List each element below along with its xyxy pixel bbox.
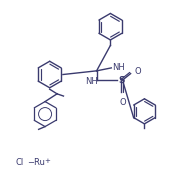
Text: −Ru: −Ru (27, 158, 45, 167)
Text: O: O (135, 67, 141, 76)
Text: NH: NH (112, 63, 125, 72)
Text: Cl: Cl (16, 158, 24, 167)
Text: +: + (44, 158, 50, 164)
Text: S: S (118, 77, 125, 85)
Text: NH: NH (85, 77, 97, 86)
Text: O: O (119, 98, 126, 107)
